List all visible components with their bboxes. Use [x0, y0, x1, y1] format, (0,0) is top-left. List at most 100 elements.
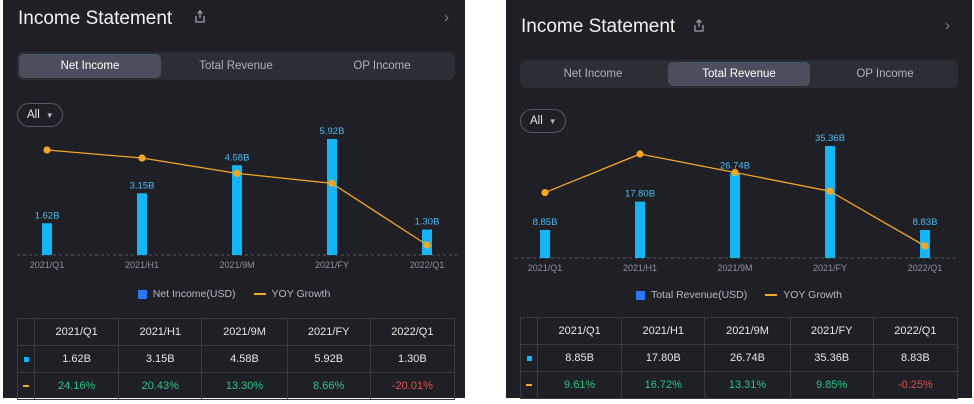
- bar-key-icon: [526, 356, 532, 361]
- bar-data-label: 17.80B: [625, 189, 655, 200]
- yoy-growth-point[interactable]: [328, 179, 336, 187]
- yoy-growth-point[interactable]: [138, 154, 146, 162]
- table-header-cell: 2021/FY: [286, 318, 371, 346]
- chart-bar[interactable]: [540, 229, 550, 258]
- table-header-cell: 2021/H1: [621, 317, 706, 345]
- tab-total-revenue[interactable]: Total Revenue: [668, 62, 810, 86]
- table-cell: 5.92B: [286, 345, 371, 373]
- chart-bar[interactable]: [635, 201, 645, 258]
- table-cell: 13.30%: [201, 372, 288, 400]
- chart-bar[interactable]: [327, 139, 337, 255]
- x-tick-label: 2022/Q1: [908, 263, 943, 273]
- yoy-growth-point[interactable]: [921, 242, 929, 250]
- chart-bar[interactable]: [825, 146, 835, 258]
- period-filter-dropdown[interactable]: All ▼: [17, 103, 63, 127]
- bar-data-label: 5.92B: [320, 126, 345, 137]
- chart-legend: Net Income(USD) YOY Growth: [3, 288, 465, 300]
- yoy-growth-point[interactable]: [43, 146, 51, 154]
- share-icon[interactable]: [693, 19, 705, 32]
- table-header-cell: 2021/9M: [201, 318, 288, 346]
- panel-title: Income Statement: [18, 8, 173, 29]
- legend-line-swatch: [253, 293, 266, 295]
- bar-data-label: 1.62B: [35, 210, 60, 221]
- legend-bar-label: Net Income(USD): [152, 288, 236, 300]
- yoy-growth-point[interactable]: [423, 241, 431, 249]
- table-cell: -0.25%: [872, 371, 959, 399]
- tab-op-income[interactable]: OP Income: [353, 60, 411, 72]
- table-header-row: 2021/Q1 2021/H1 2021/9M 2021/FY 2022/Q1: [520, 317, 959, 345]
- table-row-values: 8.85B 17.80B 26.74B 35.36B 8.83B: [520, 344, 959, 372]
- table-header-cell: 2021/FY: [789, 317, 874, 345]
- caret-down-icon: ▼: [45, 110, 54, 120]
- table-row-growth: 24.16% 20.43% 13.30% 8.66% -20.01%: [17, 372, 456, 400]
- table-cell: 20.43%: [118, 372, 203, 400]
- chevron-right-icon[interactable]: ›: [945, 17, 950, 34]
- yoy-growth-point[interactable]: [233, 169, 241, 177]
- table-cell: 17.80B: [621, 344, 706, 372]
- legend-bar-label: Total Revenue(USD): [650, 289, 748, 301]
- bar-data-label: 26.74B: [720, 160, 750, 171]
- table-cell: 8.66%: [286, 372, 371, 400]
- bar-data-label: 8.85B: [533, 217, 558, 228]
- x-tick-label: 2021/9M: [717, 263, 752, 273]
- period-filter-value: All: [27, 109, 40, 121]
- table-cell: 8.83B: [872, 344, 959, 372]
- table-cell: 9.85%: [789, 371, 874, 399]
- net-income-chart: 1.62B 2021/Q1 3.15B 2021/H1 4.58B 2021/9M 5.92…: [17, 126, 457, 270]
- line-key-icon: [23, 385, 29, 388]
- bar-data-label: 4.58B: [225, 152, 250, 163]
- table-cell: 26.74B: [704, 344, 791, 372]
- bar-data-label: 35.36B: [815, 133, 845, 144]
- legend-bar-swatch: [137, 289, 147, 299]
- caret-down-icon: ▼: [548, 116, 557, 126]
- yoy-growth-point[interactable]: [541, 188, 549, 197]
- bar-data-label: 3.15B: [130, 180, 155, 191]
- table-cell: 4.58B: [201, 345, 288, 373]
- x-tick-label: 2021/H1: [125, 260, 159, 270]
- total-revenue-chart: 8.85B 2021/Q1 17.80B 2021/H1 26.74B 2021/9M 35…: [515, 133, 955, 273]
- x-tick-label: 2021/H1: [623, 263, 657, 273]
- yoy-growth-point[interactable]: [826, 187, 834, 195]
- share-icon[interactable]: [194, 10, 206, 23]
- income-statement-panel-net-income: Income Statement › Net Income Total Reve…: [3, 0, 465, 400]
- data-table: 2021/Q1 2021/H1 2021/9M 2021/FY 2022/Q1 …: [520, 317, 959, 399]
- table-row-growth: 9.61% 16.72% 13.31% 9.85% -0.25%: [520, 371, 959, 399]
- statement-tabs: Net Income Total Revenue OP Income: [520, 60, 958, 88]
- table-header-cell: 2022/Q1: [369, 318, 456, 346]
- chart-bar[interactable]: [730, 173, 740, 258]
- tab-total-revenue[interactable]: Total Revenue: [199, 60, 273, 72]
- period-filter-value: All: [530, 115, 543, 127]
- period-filter-dropdown[interactable]: All ▼: [520, 109, 566, 133]
- table-cell: -20.01%: [369, 372, 456, 400]
- yoy-growth-point[interactable]: [731, 168, 739, 177]
- x-tick-label: 2022/Q1: [410, 260, 445, 270]
- panel-title: Income Statement: [521, 16, 676, 37]
- yoy-growth-point[interactable]: [636, 150, 644, 158]
- table-cell: 8.85B: [536, 344, 623, 372]
- table-header-cell: 2021/Q1: [33, 318, 120, 346]
- table-header-cell: 2021/9M: [704, 317, 791, 345]
- x-tick-label: 2021/FY: [315, 260, 349, 270]
- table-header-cell: 2021/Q1: [536, 317, 623, 345]
- data-table: 2021/Q1 2021/H1 2021/9M 2021/FY 2022/Q1 …: [17, 318, 456, 400]
- table-cell: 9.61%: [536, 371, 623, 399]
- x-tick-label: 2021/Q1: [528, 263, 563, 273]
- table-cell: 3.15B: [118, 345, 203, 373]
- statement-tabs: Net Income Total Revenue OP Income: [17, 52, 455, 80]
- x-tick-label: 2021/9M: [219, 260, 254, 270]
- bar-data-label: 1.30B: [415, 217, 440, 228]
- chart-bar[interactable]: [232, 165, 242, 255]
- x-tick-label: 2021/Q1: [30, 260, 65, 270]
- legend-bar-swatch: [635, 290, 645, 300]
- tab-net-income[interactable]: Net Income: [19, 54, 161, 78]
- income-statement-panel-total-revenue: Income Statement › Net Income Total Reve…: [506, 0, 972, 399]
- x-tick-label: 2021/FY: [813, 263, 847, 273]
- table-row-values: 1.62B 3.15B 4.58B 5.92B 1.30B: [17, 345, 456, 373]
- table-header-row: 2021/Q1 2021/H1 2021/9M 2021/FY 2022/Q1: [17, 318, 456, 346]
- chart-bar[interactable]: [42, 223, 52, 255]
- chart-bar[interactable]: [137, 193, 147, 255]
- tab-op-income[interactable]: OP Income: [856, 68, 914, 80]
- tab-net-income[interactable]: Net Income: [563, 68, 623, 80]
- table-header-cell: 2021/H1: [118, 318, 203, 346]
- chevron-right-icon[interactable]: ›: [444, 9, 449, 26]
